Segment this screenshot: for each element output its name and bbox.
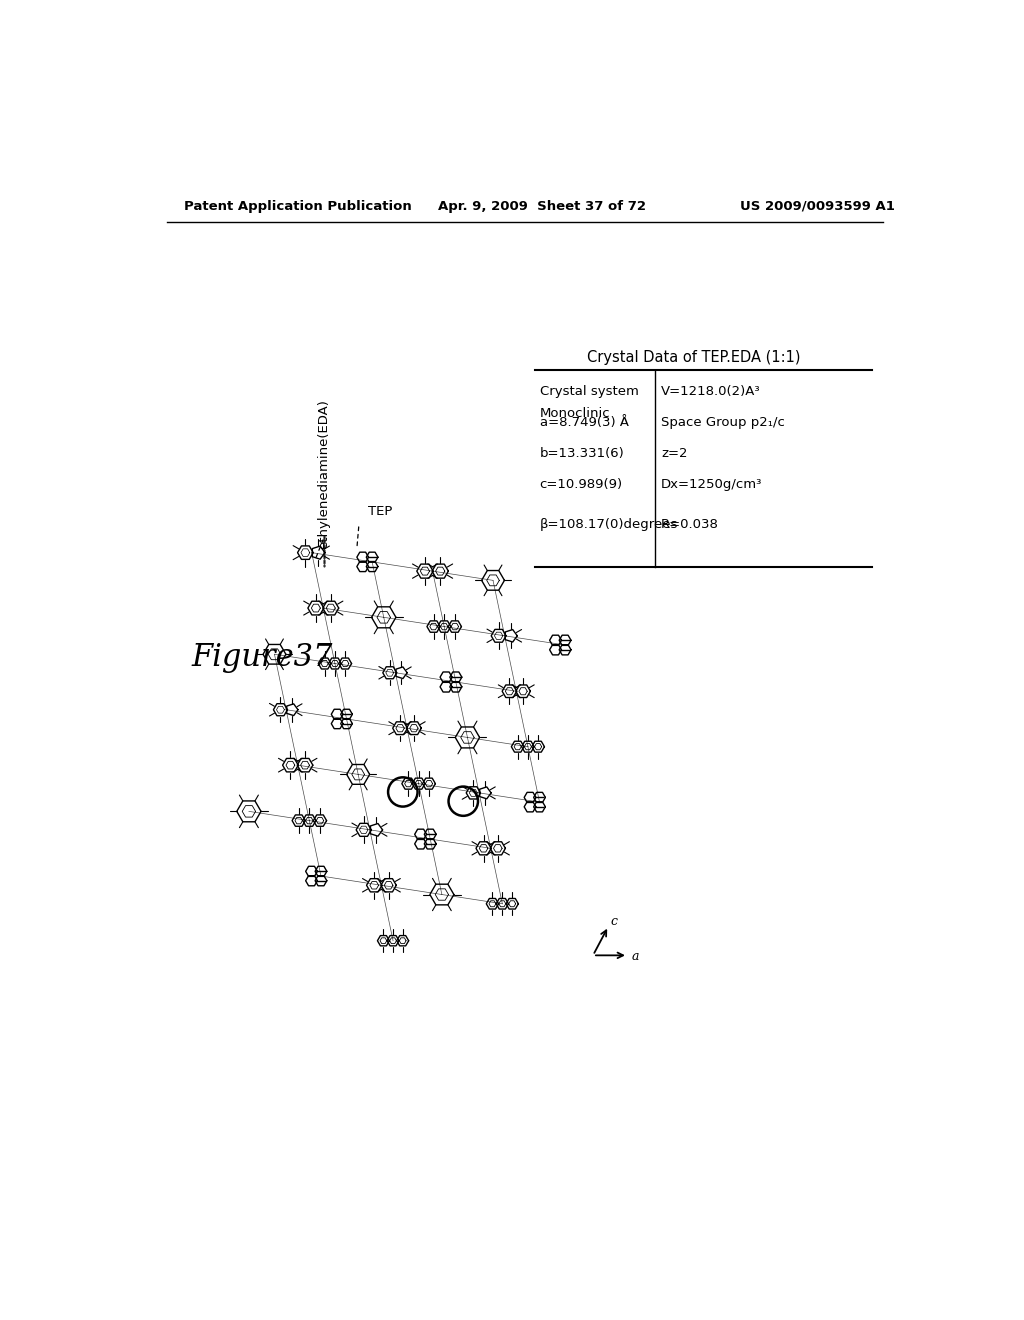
Text: Monoclinic: Monoclinic (540, 407, 610, 420)
Text: ethylenediamine(EDA): ethylenediamine(EDA) (317, 399, 331, 549)
Text: V=1218.0(2)A³: V=1218.0(2)A³ (662, 385, 761, 399)
Text: c=10.989(9): c=10.989(9) (540, 478, 623, 491)
Text: TEP: TEP (369, 504, 392, 517)
Text: Apr. 9, 2009  Sheet 37 of 72: Apr. 9, 2009 Sheet 37 of 72 (438, 199, 646, 213)
Text: Patent Application Publication: Patent Application Publication (183, 199, 412, 213)
Text: Crystal system: Crystal system (540, 385, 638, 399)
Text: Figure37: Figure37 (191, 642, 333, 673)
Text: US 2009/0093599 A1: US 2009/0093599 A1 (740, 199, 895, 213)
Text: a=8.749(3) Å: a=8.749(3) Å (540, 416, 629, 429)
Text: R=0.038: R=0.038 (662, 517, 719, 531)
Text: z=2: z=2 (662, 446, 688, 459)
Text: a: a (632, 950, 639, 964)
Text: Crystal Data of TEP.EDA (1:1): Crystal Data of TEP.EDA (1:1) (587, 350, 801, 364)
Text: β=108.17(0)degrees: β=108.17(0)degrees (540, 517, 678, 531)
Text: b=13.331(6): b=13.331(6) (540, 446, 625, 459)
Text: Dx=1250g/cm³: Dx=1250g/cm³ (662, 478, 763, 491)
Text: c: c (611, 915, 617, 928)
Text: Space Group p2₁/c: Space Group p2₁/c (662, 416, 785, 429)
